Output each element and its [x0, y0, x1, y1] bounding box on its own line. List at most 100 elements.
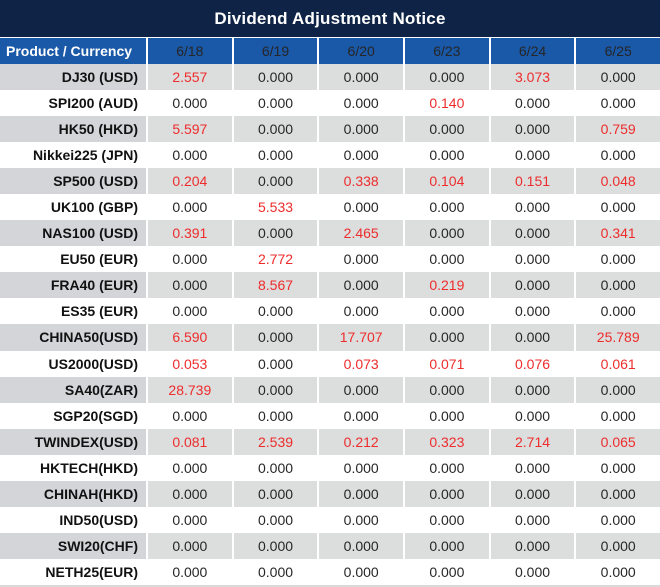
table-row: DJ30 (USD) 2.557 0.000 0.000 0.000 3.073 0.000 — [0, 64, 660, 91]
table-row: FRA40 (EUR) 0.000 8.567 0.000 0.219 0.000 0.00… — [0, 272, 660, 299]
value-cell: 0.000 — [576, 402, 660, 429]
product-cell: IND50(USD) — [0, 506, 148, 533]
value-cell: 0.000 — [233, 116, 320, 143]
value-cell: 0.000 — [490, 298, 577, 325]
product-cell: NETH25(EUR) — [0, 558, 148, 585]
value-cell: 0.000 — [405, 532, 491, 559]
value-cell: 0.000 — [490, 506, 577, 533]
value-cell: 0.000 — [490, 454, 577, 481]
value-cell: 0.065 — [576, 428, 660, 455]
value-cell: 0.000 — [576, 194, 660, 221]
value-cell: 0.000 — [319, 298, 406, 325]
value-cell: 0.000 — [319, 376, 406, 403]
value-cell: 0.000 — [405, 480, 491, 507]
value-cell: 0.000 — [405, 402, 491, 429]
value-cell: 0.151 — [490, 168, 577, 195]
page-title: Dividend Adjustment Notice — [214, 8, 446, 28]
value-cell: 0.000 — [148, 246, 234, 273]
value-cell: 0.000 — [405, 116, 491, 143]
value-cell: 0.061 — [576, 350, 660, 377]
value-cell: 0.081 — [148, 428, 234, 455]
product-cell: SP500 (USD) — [0, 168, 148, 195]
value-cell: 0.000 — [148, 194, 234, 221]
value-cell: 0.000 — [576, 376, 660, 403]
column-header-date-6: 6/25 — [576, 38, 660, 64]
value-cell: 0.000 — [405, 194, 491, 221]
value-cell: 0.000 — [148, 90, 234, 117]
value-cell: 0.000 — [148, 402, 234, 429]
value-cell: 5.533 — [233, 194, 320, 221]
value-cell: 0.000 — [319, 454, 406, 481]
value-cell: 0.000 — [233, 454, 320, 481]
value-cell: 0.000 — [319, 64, 406, 91]
table-row: HKTECH(HKD) 0.000 0.000 0.000 0.000 0.000 0.00… — [0, 454, 660, 481]
value-cell: 0.000 — [233, 376, 320, 403]
value-cell: 0.048 — [576, 168, 660, 195]
product-cell: ES35 (EUR) — [0, 298, 148, 325]
table-row: EU50 (EUR) 0.000 2.772 0.000 0.000 0.000 0.000 — [0, 246, 660, 273]
product-cell: Nikkei225 (JPN) — [0, 142, 148, 169]
value-cell: 0.000 — [405, 220, 491, 247]
product-cell: US2000(USD) — [0, 350, 148, 377]
value-cell: 0.000 — [233, 558, 320, 585]
value-cell: 0.000 — [319, 402, 406, 429]
value-cell: 0.000 — [576, 64, 660, 91]
table-row: SPI200 (AUD) 0.000 0.000 0.000 0.140 0.000 0.0… — [0, 90, 660, 117]
value-cell: 0.000 — [405, 246, 491, 273]
table-row: SA40(ZAR) 28.739 0.000 0.000 0.000 0.000 0.000 — [0, 376, 660, 403]
value-cell: 0.000 — [490, 558, 577, 585]
value-cell: 0.000 — [233, 480, 320, 507]
product-cell: SA40(ZAR) — [0, 376, 148, 403]
product-cell: SGP20(SGD) — [0, 402, 148, 429]
table-row: UK100 (GBP) 0.000 5.533 0.000 0.000 0.000 0.00… — [0, 194, 660, 221]
value-cell: 0.000 — [405, 376, 491, 403]
value-cell: 0.000 — [405, 142, 491, 169]
value-cell: 2.772 — [233, 246, 320, 273]
table-row: US2000(USD) 0.053 0.000 0.073 0.071 0.076 0.06… — [0, 350, 660, 377]
value-cell: 0.000 — [490, 90, 577, 117]
value-cell: 0.000 — [319, 480, 406, 507]
value-cell: 0.000 — [233, 506, 320, 533]
value-cell: 0.140 — [405, 90, 491, 117]
table-row: NETH25(EUR) 0.000 0.000 0.000 0.000 0.000 0.00… — [0, 558, 660, 585]
value-cell: 25.789 — [576, 324, 660, 351]
value-cell: 8.567 — [233, 272, 320, 299]
value-cell: 0.000 — [490, 272, 577, 299]
product-cell: TWINDEX(USD) — [0, 428, 148, 455]
value-cell: 0.000 — [319, 90, 406, 117]
value-cell: 0.000 — [490, 402, 577, 429]
product-cell: FRA40 (EUR) — [0, 272, 148, 299]
value-cell: 2.714 — [490, 428, 577, 455]
value-cell: 6.590 — [148, 324, 234, 351]
value-cell: 0.000 — [576, 142, 660, 169]
value-cell: 0.000 — [490, 246, 577, 273]
value-cell: 0.000 — [405, 298, 491, 325]
value-cell: 17.707 — [319, 324, 406, 351]
product-cell: UK100 (GBP) — [0, 194, 148, 221]
table-row: SGP20(SGD) 0.000 0.000 0.000 0.000 0.000 0.000 — [0, 402, 660, 429]
value-cell: 0.000 — [319, 532, 406, 559]
value-cell: 0.000 — [490, 142, 577, 169]
value-cell: 0.000 — [490, 194, 577, 221]
value-cell: 0.391 — [148, 220, 234, 247]
value-cell: 0.000 — [148, 272, 234, 299]
table-row: NAS100 (USD) 0.391 0.000 2.465 0.000 0.000 0.3… — [0, 220, 660, 247]
value-cell: 0.000 — [490, 480, 577, 507]
table-row: ES35 (EUR) 0.000 0.000 0.000 0.000 0.000 0.000 — [0, 298, 660, 325]
value-cell: 0.000 — [490, 324, 577, 351]
value-cell: 0.000 — [319, 194, 406, 221]
value-cell: 0.000 — [576, 90, 660, 117]
value-cell: 0.000 — [233, 532, 320, 559]
table-row: TWINDEX(USD) 0.081 2.539 0.212 0.323 2.714 0.0… — [0, 428, 660, 455]
table-row: Nikkei225 (JPN) 0.000 0.000 0.000 0.000 0.000… — [0, 142, 660, 169]
product-cell: EU50 (EUR) — [0, 246, 148, 273]
value-cell: 0.000 — [233, 350, 320, 377]
value-cell: 0.000 — [576, 558, 660, 585]
value-cell: 0.000 — [576, 298, 660, 325]
product-cell: NAS100 (USD) — [0, 220, 148, 247]
value-cell: 0.000 — [405, 454, 491, 481]
value-cell: 2.465 — [319, 220, 406, 247]
value-cell: 0.000 — [148, 298, 234, 325]
value-cell: 28.739 — [148, 376, 234, 403]
